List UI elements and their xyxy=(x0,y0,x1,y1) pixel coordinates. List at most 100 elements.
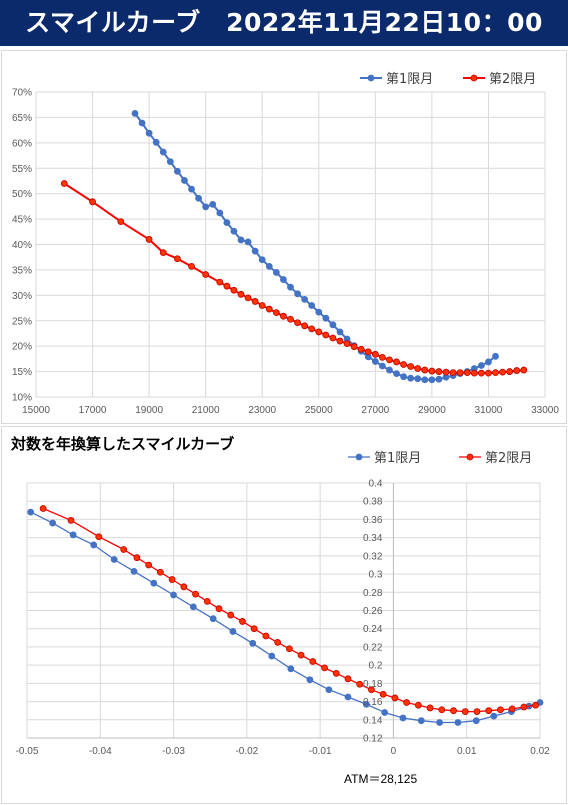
chart1-series-2-point xyxy=(336,337,344,345)
chart2-series-2-point xyxy=(414,701,422,709)
chart1-series-1-point xyxy=(379,362,386,370)
chart1-series-1-point xyxy=(315,308,323,316)
chart1-series-1-point xyxy=(138,119,146,127)
chart1-series-2-point xyxy=(499,368,506,376)
chart2-series-2-point xyxy=(485,707,493,715)
chart1-x-tick-label: 27000 xyxy=(361,405,389,416)
chart1-series-1-point xyxy=(251,247,259,255)
chart2-series-1-point xyxy=(110,556,118,563)
chart2-legend-label-2: 第2限月 xyxy=(485,451,532,466)
chart1-series-1-point xyxy=(393,370,400,378)
chart2-x-tick-label: -0.02 xyxy=(235,746,258,757)
chart1-x-tick-label: 31000 xyxy=(475,405,503,416)
chart2-x-tick-label: -0.04 xyxy=(89,746,112,757)
chart1-x-tick-label: 17000 xyxy=(79,405,107,416)
chart1-series-2-point xyxy=(237,290,245,298)
chart2-series-1-point xyxy=(454,719,462,726)
chart2-series-2-point xyxy=(368,686,375,694)
chart1-series-2-point xyxy=(400,361,408,368)
chart2-series-2-point xyxy=(532,701,540,709)
chart2-series-2-point xyxy=(309,658,317,665)
chart1-series-2-point xyxy=(470,369,478,377)
chart2-y-tick-label: 0.2 xyxy=(369,661,383,672)
chart1-y-tick-label: 25% xyxy=(12,316,32,327)
chart1-series-2-point xyxy=(379,353,386,361)
chart1-series-2-point xyxy=(308,325,316,333)
chart2-series-2-point xyxy=(67,516,75,524)
chart2-x-tick-label: 0.01 xyxy=(457,746,477,757)
chart1-series-2-point xyxy=(173,255,181,263)
chart2-legend-label-1: 第1限月 xyxy=(374,451,421,466)
chart1-series-2-point xyxy=(350,343,358,351)
chart2-series-1-point xyxy=(344,693,352,701)
atm-annotation: ATM＝28,125 xyxy=(344,772,417,786)
chart1-y-tick-label: 35% xyxy=(12,265,32,276)
chart1-series-1-point xyxy=(159,148,167,156)
chart2-series-1-point xyxy=(490,712,498,720)
chart1-series-line-2 xyxy=(63,182,524,375)
chart1-series-1-point xyxy=(435,375,443,383)
chart1-x-tick-label: 29000 xyxy=(418,405,446,416)
chart2-series-1-point xyxy=(189,603,197,611)
chart1-series-1-point xyxy=(258,256,266,264)
chart2-y-tick-label: 0.12 xyxy=(363,734,383,745)
chart2-y-tick-label: 0.28 xyxy=(363,588,383,599)
chart1-series-1-point xyxy=(322,314,330,322)
chart1-series-1-point xyxy=(386,366,393,374)
chart2-series-1-point xyxy=(150,579,158,587)
chart2-series-2-point xyxy=(120,546,128,553)
chart1-series-2-point xyxy=(463,369,471,377)
chart2-series-2-point xyxy=(239,618,246,625)
chart2-series-2-point xyxy=(285,645,293,653)
chart1-series-1-point xyxy=(131,109,139,117)
chart1-series-2-point xyxy=(407,363,415,370)
chart2-series-2-point xyxy=(156,568,164,576)
smile-curve-chart: 10% 15% 20% 25% 30% 35% 40% 45% 50% 55% 60% 65% 70% 1… xyxy=(12,72,559,416)
chart2-series-1-point xyxy=(472,717,480,725)
chart1-series-2-point xyxy=(251,298,259,305)
chart1-series-2-point xyxy=(364,348,372,356)
chart2-x-tick-label: -0.01 xyxy=(309,746,332,757)
chart2-legend: 第1限月 第2限月 xyxy=(348,451,532,466)
chart1-series-line-1 xyxy=(134,112,497,381)
chart2-series-1-point xyxy=(130,567,138,575)
chart1-y-tick-label: 15% xyxy=(12,367,32,378)
chart1-series-1-point xyxy=(421,376,429,384)
chart1-y-tick-label: 60% xyxy=(12,138,32,149)
chart2-y-tick-label: 0.4 xyxy=(369,479,383,490)
chart1-series-2-point xyxy=(442,368,450,376)
chart2-x-tick-label: -0.05 xyxy=(16,746,39,757)
chart1-series-1-point xyxy=(237,236,245,244)
chart1-series-1-point xyxy=(287,283,294,291)
chart1-series-2-point xyxy=(60,180,68,187)
chart2-series-2-point xyxy=(262,632,270,640)
chart1-series-2-point xyxy=(244,294,252,302)
log-annualized-chart: 対数を年換算したスマイルカーブ 0.12 0.14 0.16 0.18 0.2 0.22 0.… xyxy=(10,435,550,786)
chart1-series-1-point xyxy=(428,376,436,384)
chart1-series-1-point xyxy=(166,158,174,166)
chart2-series-1-point xyxy=(268,652,276,660)
chart1-y-tick-label: 10% xyxy=(12,393,32,404)
chart2-series-2-point xyxy=(39,505,47,512)
chart2-series-1-point xyxy=(49,519,57,527)
chart2-series-1-point xyxy=(381,709,389,716)
chart1-series-2-point xyxy=(188,262,195,270)
chart1-series-1-point xyxy=(181,177,188,184)
chart1-series-1-point xyxy=(209,200,217,208)
chart2-series-2-point xyxy=(227,611,235,619)
chart2-series-1-point xyxy=(436,719,443,726)
chart2-legend-marker-1 xyxy=(355,453,363,461)
chart1-series-2-point xyxy=(477,369,485,377)
chart1-y-tick-label: 50% xyxy=(12,189,32,200)
chart2-series-1-point xyxy=(69,531,77,539)
header-bar: スマイルカーブ 2022年11月22日10：00 xyxy=(0,0,568,46)
chart1-series-1-point xyxy=(485,358,492,366)
chart2-y-tick-label: 0.38 xyxy=(363,497,383,508)
chart1-series-2-point xyxy=(421,366,429,374)
chart1-legend-marker-1 xyxy=(367,74,375,82)
chart1-x-tick-label: 19000 xyxy=(135,405,163,416)
chart1-x-tick-label: 23000 xyxy=(248,405,276,416)
chart1-series-2-point xyxy=(216,278,224,286)
chart2-series-2-point xyxy=(450,707,457,715)
chart1-series-1-point xyxy=(492,352,499,360)
